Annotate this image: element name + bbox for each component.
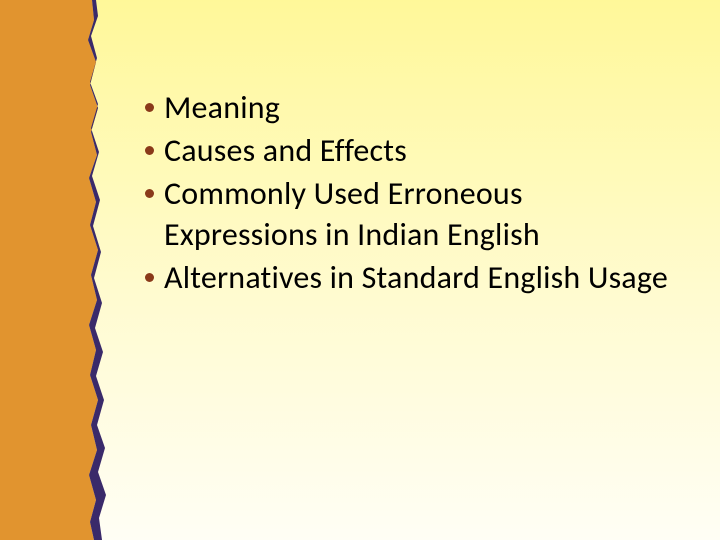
list-item: Commonly Used Erroneous Expressions in I… xyxy=(145,174,675,256)
slide: Meaning Causes and Effects Commonly Used… xyxy=(0,0,720,540)
bullet-text: Causes and Effects xyxy=(164,131,407,172)
bullet-icon xyxy=(145,103,154,112)
list-item: Causes and Effects xyxy=(145,131,675,172)
bullet-icon xyxy=(145,273,154,282)
list-item: Alternatives in Standard English Usage xyxy=(145,258,675,299)
bullet-list: Meaning Causes and Effects Commonly Used… xyxy=(145,88,675,301)
bullet-icon xyxy=(145,189,154,198)
bullet-icon xyxy=(145,146,154,155)
bullet-text: Meaning xyxy=(164,88,280,129)
bullet-text: Alternatives in Standard English Usage xyxy=(164,258,668,299)
list-item: Meaning xyxy=(145,88,675,129)
torn-edge-graphic xyxy=(0,0,110,540)
bullet-text: Commonly Used Erroneous Expressions in I… xyxy=(164,174,675,256)
left-decorative-band xyxy=(0,0,100,540)
